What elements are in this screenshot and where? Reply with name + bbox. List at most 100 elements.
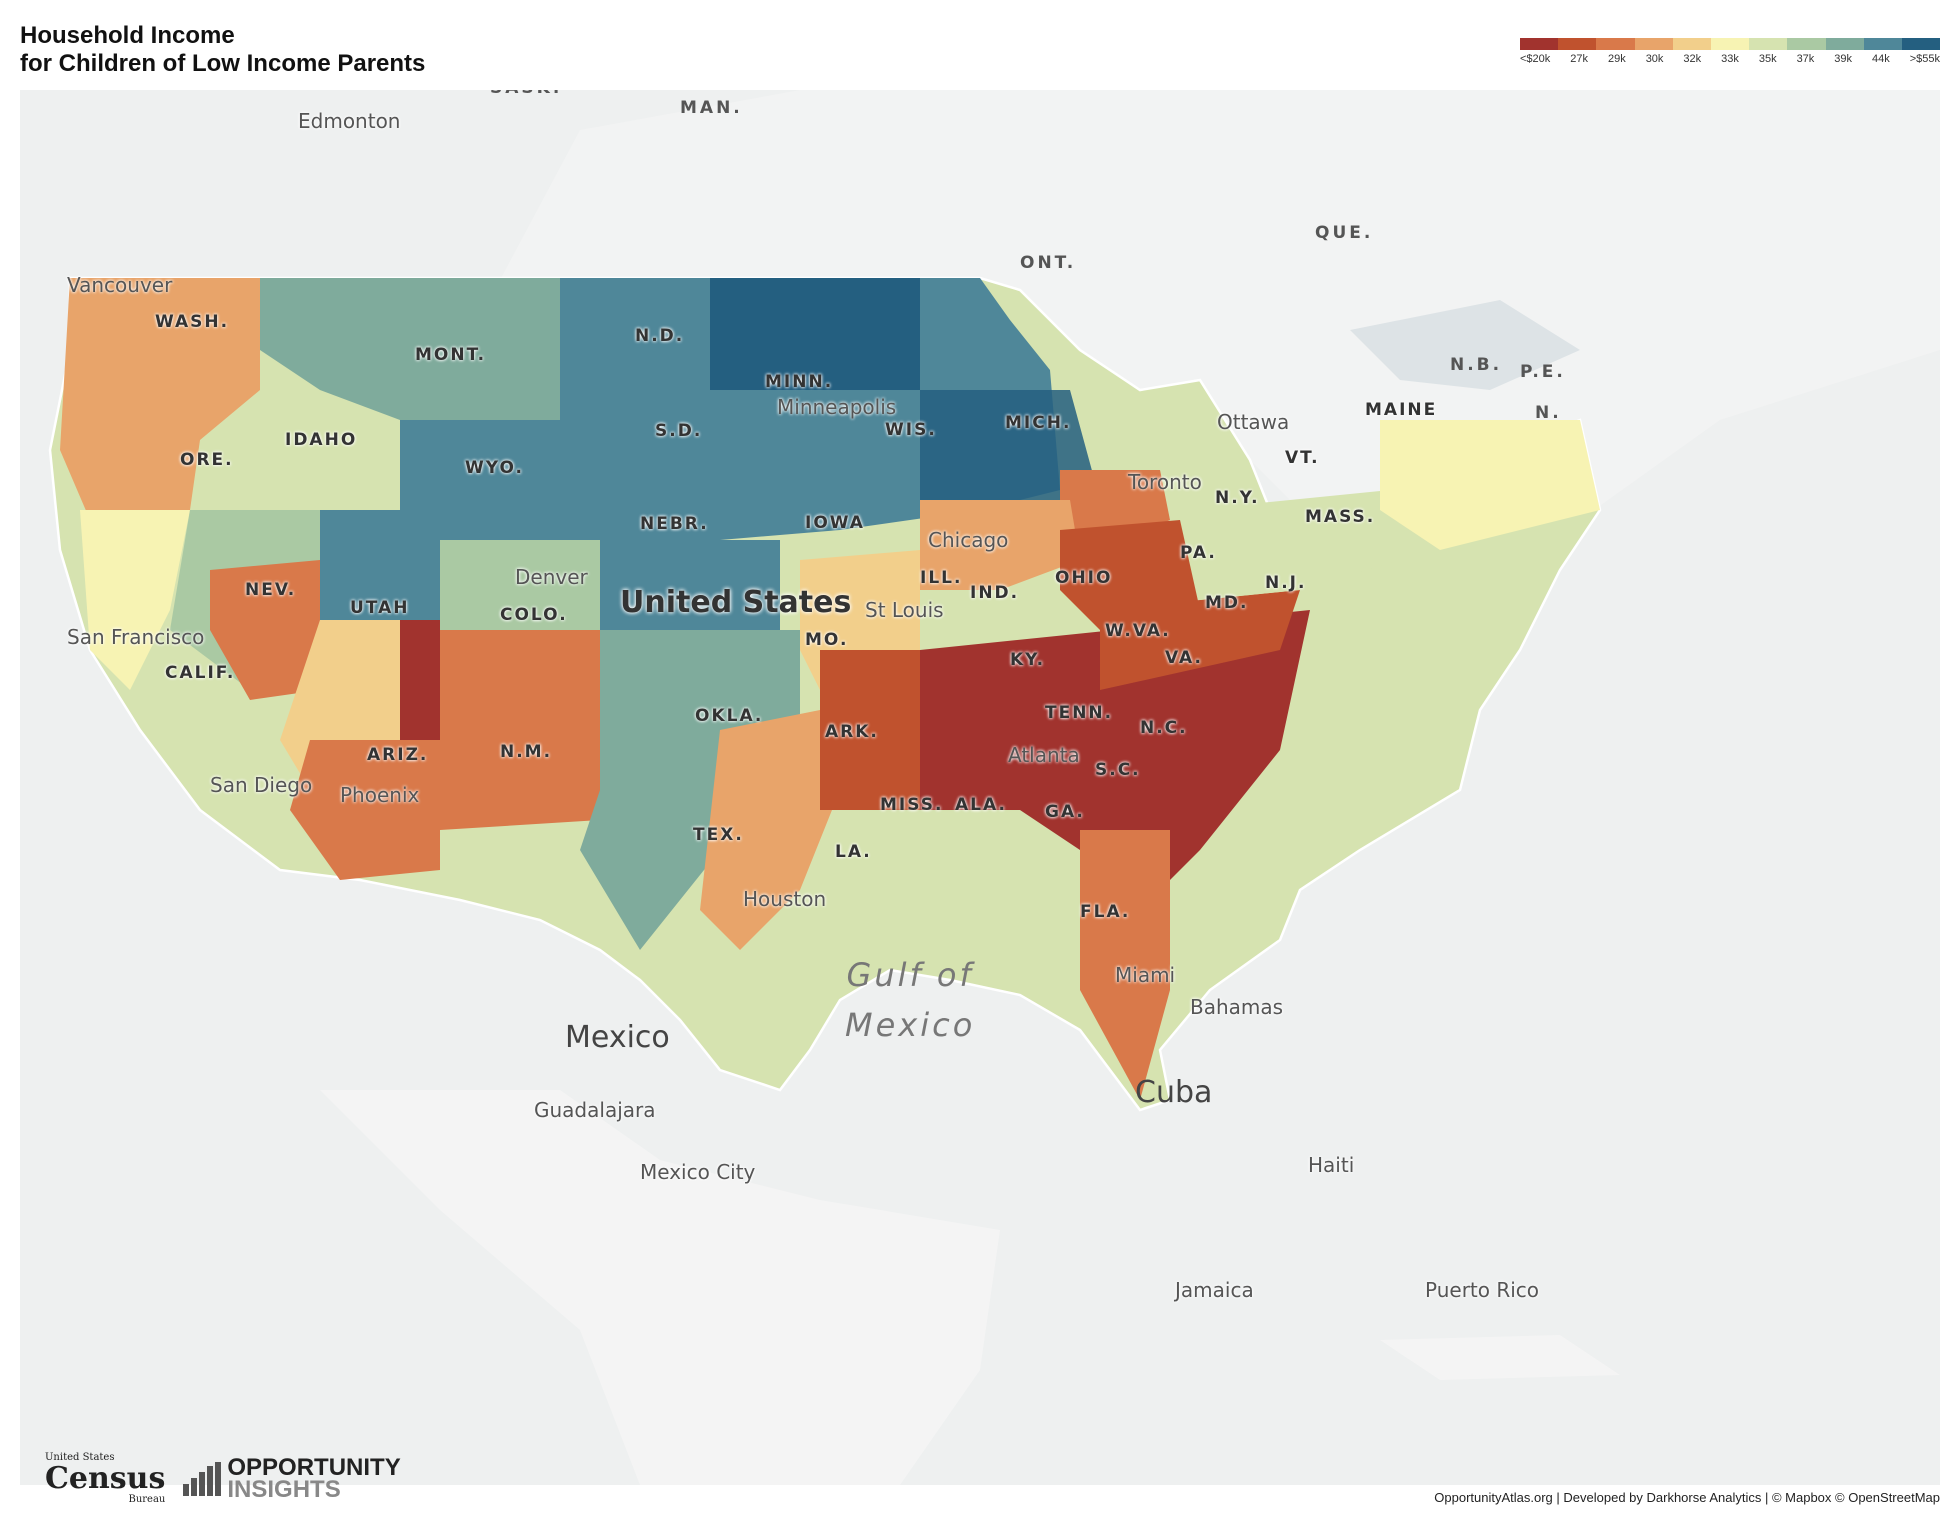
city-label: Puerto Rico bbox=[1425, 1278, 1540, 1302]
province-label: P.E. bbox=[1520, 362, 1566, 382]
title-line-1: Household Income bbox=[20, 22, 235, 49]
southern-nevada-region bbox=[210, 560, 320, 700]
gulf-of-mexico-label: Gulf of Mexico bbox=[845, 950, 975, 1050]
census-logo-bureau: Bureau bbox=[128, 1494, 166, 1505]
state-label: OHIO bbox=[1055, 568, 1113, 588]
city-label: Ottawa bbox=[1217, 410, 1290, 434]
city-label: Guadalajara bbox=[534, 1098, 656, 1122]
legend-swatch bbox=[1787, 38, 1826, 50]
city-label: Phoenix bbox=[340, 783, 420, 807]
legend-swatch bbox=[1672, 38, 1711, 50]
city-label: Denver bbox=[515, 565, 588, 589]
city-label: Miami bbox=[1115, 963, 1176, 987]
state-label: ARIZ. bbox=[367, 745, 429, 765]
province-label: SASK. bbox=[490, 90, 562, 98]
state-label: FLA. bbox=[1080, 902, 1131, 922]
census-logo-main: Census bbox=[45, 1461, 166, 1496]
city-label: San Diego bbox=[210, 773, 313, 797]
city-label: Minneapolis bbox=[777, 395, 897, 419]
state-label: IND. bbox=[970, 583, 1020, 603]
state-label: ARK. bbox=[825, 722, 879, 742]
legend-tick: 39k bbox=[1834, 53, 1853, 65]
state-label: S.C. bbox=[1095, 760, 1141, 780]
state-label: S.D. bbox=[655, 421, 703, 441]
illinois-indiana-region bbox=[920, 500, 1080, 590]
florida-region bbox=[1080, 830, 1170, 1100]
state-label: W.VA. bbox=[1105, 621, 1171, 641]
census-logo-small: United States bbox=[45, 1452, 115, 1463]
state-label: CALIF. bbox=[165, 663, 236, 683]
state-label: N.C. bbox=[1140, 718, 1188, 738]
state-label: VA. bbox=[1165, 648, 1203, 668]
state-label: IDAHO bbox=[285, 430, 358, 450]
pennsylvania-newyork-region bbox=[1190, 490, 1400, 600]
city-label: Atlanta bbox=[1008, 743, 1080, 767]
province-label: N.B. bbox=[1450, 355, 1503, 375]
state-label: MAINE bbox=[1365, 400, 1438, 420]
arkansas-louisiana-region bbox=[820, 650, 920, 810]
state-label: MD. bbox=[1205, 593, 1249, 613]
legend-tick: <$20k bbox=[1520, 53, 1551, 65]
legend-ticks: <$20k 27k 29k 30k 32k 33k 35k 37k 39k 44k >$55k bbox=[1520, 53, 1940, 65]
province-label: ONT. bbox=[1020, 253, 1077, 273]
state-label: NEBR. bbox=[640, 514, 709, 534]
census-bureau-logo: United States Census Bureau bbox=[45, 1452, 165, 1506]
province-label: QUE. bbox=[1315, 223, 1374, 243]
legend-swatch bbox=[1596, 38, 1635, 50]
state-label: WYO. bbox=[465, 458, 524, 478]
opportunity-insights-text: OPPORTUNITY INSIGHTS bbox=[227, 1454, 401, 1502]
legend-tick: 44k bbox=[1872, 53, 1890, 65]
state-label: MINN. bbox=[765, 372, 834, 392]
colorado-region bbox=[440, 540, 600, 630]
legend-tick: 27k bbox=[1570, 53, 1588, 65]
deep-south-region bbox=[920, 610, 1310, 910]
legend-swatch bbox=[1901, 38, 1941, 50]
city-label: Mexico City bbox=[640, 1160, 756, 1184]
country-label-mexico: Mexico bbox=[565, 1020, 670, 1055]
gulf-line-2: Mexico bbox=[845, 1006, 976, 1044]
state-label: VT. bbox=[1285, 448, 1320, 468]
state-label: ORE. bbox=[180, 450, 234, 470]
state-label: MICH. bbox=[1005, 413, 1072, 433]
country-label-us: United States bbox=[620, 585, 852, 620]
state-label: GA. bbox=[1045, 802, 1085, 822]
state-label: MASS. bbox=[1305, 507, 1376, 527]
state-label: WIS. bbox=[885, 420, 937, 440]
legend-swatch bbox=[1634, 38, 1673, 50]
opportunity-insights-icon bbox=[183, 1462, 222, 1496]
state-label: UTAH bbox=[350, 598, 410, 618]
province-label: N. bbox=[1535, 403, 1562, 423]
state-label: ILL. bbox=[920, 568, 963, 588]
state-label: OKLA. bbox=[695, 706, 764, 726]
state-label: ALA. bbox=[955, 795, 1007, 815]
new-mexico-region bbox=[440, 610, 600, 830]
southern-arizona-region bbox=[290, 740, 440, 880]
minnesota-iowa-region bbox=[920, 390, 1100, 530]
legend-swatch bbox=[1863, 38, 1902, 50]
map-attribution[interactable]: OpportunityAtlas.org | Developed by Dark… bbox=[1434, 1490, 1940, 1505]
eastern-arizona-region bbox=[400, 620, 440, 740]
legend-swatch bbox=[1710, 38, 1750, 50]
opportunity-insights-logo: OPPORTUNITY INSIGHTS bbox=[183, 1454, 401, 1502]
state-label: N.Y. bbox=[1215, 488, 1260, 508]
cuba-land bbox=[1380, 1335, 1620, 1380]
city-label: Haiti bbox=[1308, 1153, 1355, 1177]
pacific-northwest-region bbox=[60, 278, 260, 520]
north-dakota-region bbox=[710, 278, 920, 390]
province-label: MAN. bbox=[680, 98, 743, 118]
city-label: Houston bbox=[743, 887, 827, 911]
legend-swatch bbox=[1558, 38, 1597, 50]
state-label: LA. bbox=[835, 842, 872, 862]
state-label: WASH. bbox=[155, 312, 230, 332]
texas-oklahoma-region bbox=[580, 630, 800, 950]
city-label: San Francisco bbox=[67, 625, 205, 649]
mexico-land bbox=[320, 1090, 1000, 1485]
legend-tick: >$55k bbox=[1909, 53, 1940, 65]
oi-line-1: OPPORTUNITY bbox=[227, 1454, 401, 1481]
state-label: N.D. bbox=[635, 326, 685, 346]
color-legend: <$20k 27k 29k 30k 32k 33k 35k 37k 39k 44k >$55k bbox=[1520, 38, 1941, 65]
state-label: TENN. bbox=[1045, 703, 1114, 723]
state-label: N.J. bbox=[1265, 573, 1307, 593]
contiguous-us bbox=[48, 276, 1602, 1112]
choropleth-map[interactable]: United States WASH. ORE. CALIF. NEV. IDAHO MO… bbox=[20, 90, 1940, 1485]
